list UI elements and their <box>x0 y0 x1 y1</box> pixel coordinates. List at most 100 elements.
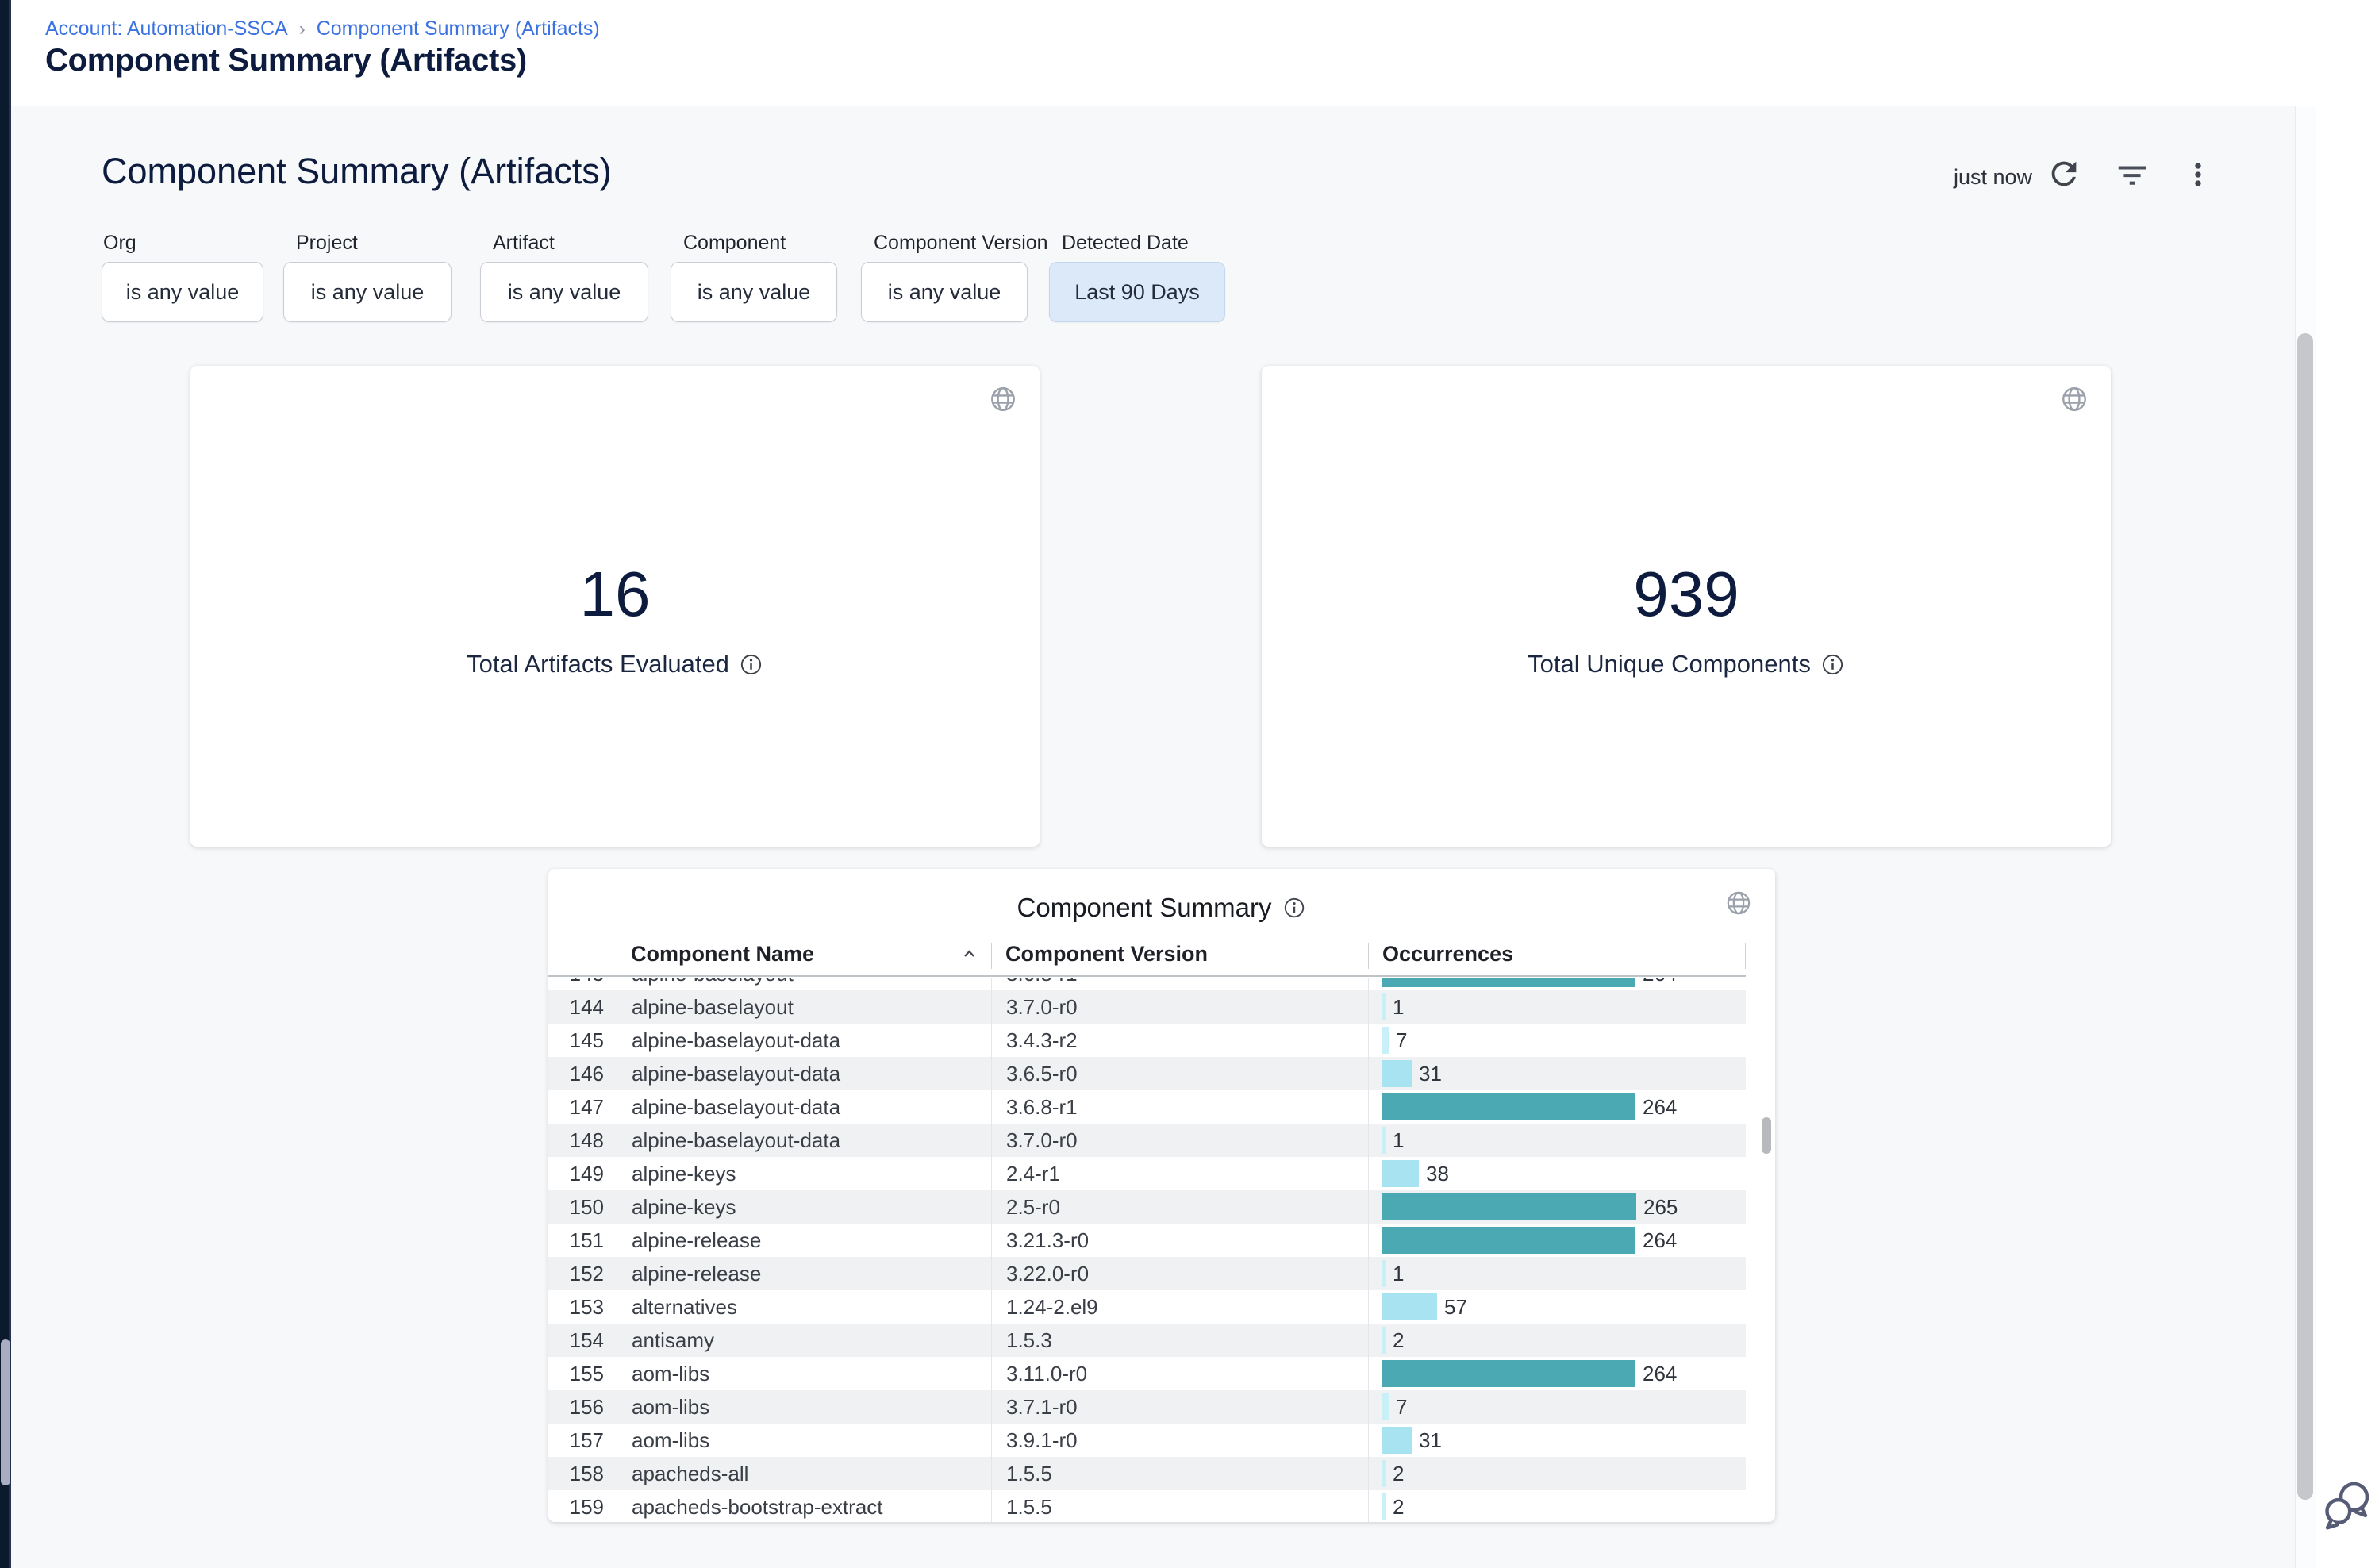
filter-label-component: Component <box>683 232 786 255</box>
refresh-icon[interactable] <box>2046 156 2082 192</box>
breadcrumb-account-link[interactable]: Account: Automation-SSCA <box>45 17 288 40</box>
occurrences-cell: 2 <box>1368 1457 1746 1490</box>
row-index: 150 <box>548 1190 617 1224</box>
column-header-component-name[interactable]: Component Name <box>617 942 991 967</box>
occurrences-cell: 264 <box>1368 978 1746 990</box>
occurrence-bar <box>1382 1293 1437 1320</box>
occurrence-value: 31 <box>1419 1428 1442 1453</box>
occurrences-cell: 2 <box>1368 1490 1746 1522</box>
occurrence-value: 265 <box>1643 1195 1678 1220</box>
table-row[interactable]: 152alpine-release3.22.0-r01 <box>548 1257 1746 1290</box>
filter-button-component[interactable]: is any value <box>671 262 837 322</box>
table-row[interactable]: 147alpine-baselayout-data3.6.8-r1264 <box>548 1090 1746 1124</box>
component-version-cell: 3.11.0-r0 <box>991 1357 1368 1390</box>
globe-icon[interactable] <box>986 382 1020 421</box>
collapsed-sidebar[interactable] <box>0 0 11 1568</box>
header-divider <box>1368 943 1369 969</box>
filter-icon[interactable] <box>2114 157 2150 194</box>
sidebar-scrollbar-thumb[interactable] <box>1 1339 10 1485</box>
component-name-cell: alpine-keys <box>617 1190 991 1224</box>
column-header-text: Occurrences <box>1382 942 1513 967</box>
occurrences-cell: 7 <box>1368 1390 1746 1424</box>
filter-button-detected-date[interactable]: Last 90 Days <box>1049 262 1225 322</box>
filter-label-component-version: Component Version <box>874 232 1048 255</box>
component-version-cell: 3.6.8-r1 <box>991 1090 1368 1124</box>
row-index: 153 <box>548 1290 617 1324</box>
occurrences-cell: 38 <box>1368 1157 1746 1190</box>
occurrence-value: 264 <box>1643 978 1677 986</box>
occurrence-bar <box>1382 1193 1636 1220</box>
component-version-cell: 1.5.5 <box>991 1457 1368 1490</box>
table-row[interactable]: 151alpine-release3.21.3-r0264 <box>548 1224 1746 1257</box>
occurrence-value: 1 <box>1393 1262 1404 1286</box>
page-scrollbar-thumb[interactable] <box>2297 333 2313 1500</box>
occurrence-bar <box>1382 978 1635 987</box>
page-title: Component Summary (Artifacts) <box>45 43 527 79</box>
column-header-text: Component Name <box>631 942 814 967</box>
occurrence-bar <box>1382 1260 1386 1287</box>
occurrence-value: 2 <box>1393 1495 1404 1520</box>
table-row[interactable]: 156aom-libs3.7.1-r07 <box>548 1390 1746 1424</box>
filter-button-org[interactable]: is any value <box>102 262 263 322</box>
component-name-cell: alpine-baselayout-data <box>617 1024 991 1057</box>
occurrence-value: 7 <box>1396 1395 1407 1420</box>
component-version-cell: 1.24-2.el9 <box>991 1290 1368 1324</box>
component-name-cell: aom-libs <box>617 1424 991 1457</box>
table-row[interactable]: 144alpine-baselayout3.7.0-r01 <box>548 990 1746 1024</box>
info-icon[interactable] <box>1820 652 1845 677</box>
component-name-cell: alpine-baselayout-data <box>617 1057 991 1090</box>
table-row[interactable]: 145alpine-baselayout-data3.4.3-r27 <box>548 1024 1746 1057</box>
occurrence-value: 57 <box>1444 1295 1467 1320</box>
info-icon[interactable] <box>1282 896 1306 920</box>
table-scrollbar-thumb[interactable] <box>1762 1117 1771 1154</box>
occurrence-value: 1 <box>1393 995 1404 1020</box>
component-name-cell: aom-libs <box>617 1390 991 1424</box>
kebab-menu-icon[interactable] <box>2181 157 2216 192</box>
stat-card-total-artifacts: 16 Total Artifacts Evaluated <box>190 366 1040 847</box>
globe-icon[interactable] <box>1722 886 1755 924</box>
table-row[interactable]: 149alpine-keys2.4-r138 <box>548 1157 1746 1190</box>
column-header-occurrences[interactable]: Occurrences <box>1368 942 1746 967</box>
table-row[interactable]: 150alpine-keys2.5-r0265 <box>548 1190 1746 1224</box>
component-version-cell: 3.7.1-r0 <box>991 1390 1368 1424</box>
row-index: 151 <box>548 1224 617 1257</box>
filter-button-component-version[interactable]: is any value <box>861 262 1028 322</box>
occurrence-value: 7 <box>1396 1028 1407 1053</box>
occurrence-bar <box>1382 1160 1419 1187</box>
stat-value: 16 <box>190 558 1040 631</box>
component-name-cell: alpine-baselayout <box>617 978 991 990</box>
component-version-cell: 3.21.3-r0 <box>991 1224 1368 1257</box>
info-icon[interactable] <box>739 652 763 677</box>
component-version-cell: 3.9.1-r0 <box>991 1424 1368 1457</box>
stat-label-text: Total Artifacts Evaluated <box>467 650 729 678</box>
table-row[interactable]: 146alpine-baselayout-data3.6.5-r031 <box>548 1057 1746 1090</box>
column-header-component-version[interactable]: Component Version <box>991 942 1368 967</box>
help-chat-icon[interactable] <box>2320 1478 2374 1531</box>
filter-label-detected-date: Detected Date <box>1062 232 1189 255</box>
table-row[interactable]: 148alpine-baselayout-data3.7.0-r01 <box>548 1124 1746 1157</box>
filter-label-org: Org <box>103 232 136 255</box>
breadcrumb-page-link[interactable]: Component Summary (Artifacts) <box>317 17 600 40</box>
right-gutter <box>2316 0 2379 1568</box>
row-index: 155 <box>548 1357 617 1390</box>
component-version-cell: 3.6.5-r0 <box>991 1057 1368 1090</box>
globe-icon[interactable] <box>2057 382 2092 421</box>
occurrence-value: 31 <box>1419 1062 1442 1086</box>
table-row[interactable]: 159apacheds-bootstrap-extract1.5.52 <box>548 1490 1746 1522</box>
table-row[interactable]: 157aom-libs3.9.1-r031 <box>548 1424 1746 1457</box>
sort-ascending-icon[interactable] <box>959 943 980 965</box>
breadcrumb-separator: › <box>299 18 306 40</box>
filter-button-project[interactable]: is any value <box>283 262 452 322</box>
component-name-cell: alpine-baselayout-data <box>617 1124 991 1157</box>
table-row[interactable]: 154antisamy1.5.32 <box>548 1324 1746 1357</box>
occurrences-cell: 1 <box>1368 1257 1746 1290</box>
table-row[interactable]: 153alternatives1.24-2.el957 <box>548 1290 1746 1324</box>
table-row[interactable]: 158apacheds-all1.5.52 <box>548 1457 1746 1490</box>
filter-button-artifact[interactable]: is any value <box>480 262 648 322</box>
table-row[interactable]: 143alpine-baselayout3.6.8-r1264 <box>548 978 1746 990</box>
occurrences-cell: 31 <box>1368 1424 1746 1457</box>
table-row[interactable]: 155aom-libs3.11.0-r0264 <box>548 1357 1746 1390</box>
row-index: 149 <box>548 1157 617 1190</box>
occurrence-value: 2 <box>1393 1328 1404 1353</box>
occurrence-bar <box>1382 1327 1386 1354</box>
